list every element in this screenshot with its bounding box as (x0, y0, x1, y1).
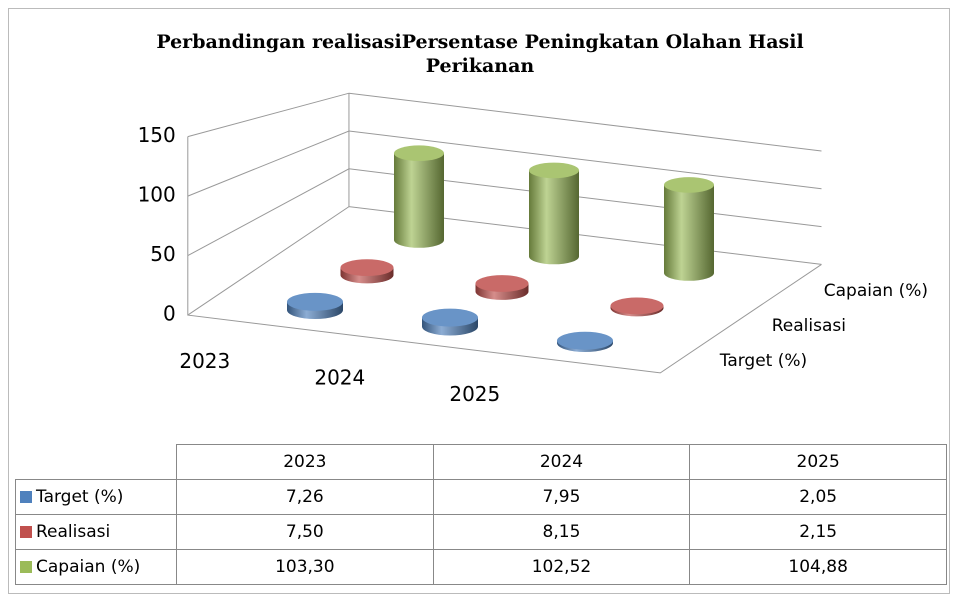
table-row: Realisasi 7,50 8,15 2,15 (15, 514, 947, 550)
series-name-cell: Capaian (%) (15, 549, 177, 585)
legend-swatch (20, 491, 32, 503)
legend-label: Realisasi (36, 522, 111, 542)
cylinder-top (529, 162, 579, 179)
cylinder (664, 177, 714, 281)
table-row: Capaian (%) 103,30 102,52 104,88 (15, 549, 947, 585)
cylinder-top (475, 275, 529, 292)
y-tick-label: 150 (138, 123, 176, 147)
y-tick-label: 50 (150, 242, 175, 266)
series-name-cell: Realisasi (15, 514, 177, 550)
table-header: 2023 (176, 444, 434, 480)
cylinder (340, 259, 394, 284)
legend-label: Capaian (%) (36, 557, 141, 577)
table-cell: 2,05 (689, 479, 947, 515)
table-cell: 7,50 (176, 514, 434, 550)
table-cell: 7,26 (176, 479, 434, 515)
table-corner (15, 444, 177, 480)
grid-line (187, 92, 822, 152)
table-cell: 7,95 (432, 479, 691, 515)
cylinder-top (557, 331, 613, 350)
series-label: Realisasi (772, 316, 846, 336)
cylinder-top (394, 145, 444, 162)
legend-swatch (20, 526, 32, 538)
cylinder-top (287, 292, 343, 311)
legend-swatch (20, 561, 32, 573)
table-header: 2025 (689, 444, 947, 480)
cylinder-top (664, 177, 714, 193)
x-tick-label: 2023 (179, 349, 230, 373)
cylinder (475, 275, 529, 300)
series-name-cell: Target (%) (15, 479, 177, 515)
x-tick-label: 2024 (314, 366, 365, 390)
chart: 0 50 100 150 2023 2024 2025 Target (%) Realisasi… (138, 92, 928, 406)
cylinder (557, 331, 613, 352)
table-cell: 102,52 (432, 549, 691, 585)
grid-line (187, 130, 822, 197)
table-cell: 8,15 (432, 514, 691, 550)
y-tick-label: 100 (138, 183, 176, 207)
chart-title: Perbandingan realisasiPersentase Peningk… (156, 31, 804, 77)
table-row: 2023 2024 2025 (15, 444, 947, 480)
cylinder-body (664, 184, 714, 273)
chart-frame (8, 8, 950, 594)
cylinder-top (610, 297, 664, 315)
grid-line (187, 168, 822, 257)
x-tick-label: 2025 (449, 382, 500, 406)
cylinder-body (394, 153, 444, 240)
table-cell: 104,88 (689, 549, 947, 585)
cylinder-top (340, 259, 394, 277)
cylinder (394, 145, 444, 248)
cylinder (610, 297, 664, 317)
series-label: Capaian (%) (824, 281, 928, 301)
table-row: Target (%) 7,26 7,95 2,05 (15, 479, 947, 515)
legend-label: Target (%) (36, 487, 124, 507)
series-label: Target (%) (719, 351, 807, 371)
table-cell: 2,15 (689, 514, 947, 550)
cylinder-top (422, 308, 478, 327)
cylinder (529, 162, 579, 265)
cylinder-body (529, 170, 579, 257)
cylinder (287, 292, 343, 319)
table-cell: 103,30 (176, 549, 434, 585)
axis-frame (187, 136, 822, 374)
table-header: 2024 (432, 444, 691, 480)
cylinder (422, 308, 478, 336)
data-table: 2023 2024 2025 Target (%) 7,26 7,95 2,05 Realis… (15, 444, 947, 585)
y-tick-label: 0 (163, 302, 176, 326)
